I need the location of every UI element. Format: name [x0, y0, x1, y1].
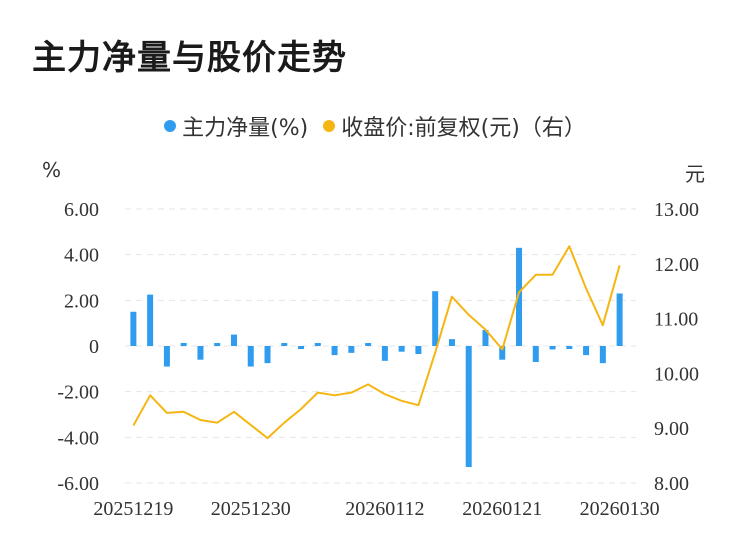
bar — [331, 346, 338, 356]
bar — [532, 346, 539, 362]
bar — [264, 346, 271, 364]
bar — [583, 346, 590, 356]
bar — [298, 346, 305, 349]
close-price-line — [132, 245, 621, 440]
legend: 主力净量(%) 收盘价:前复权(元)（右） — [0, 110, 750, 142]
legend-label-close-price: 收盘价:前复权(元)（右） — [341, 116, 586, 141]
bar — [432, 291, 439, 346]
y-right-tick-label: 11.00 — [654, 309, 698, 331]
bar — [616, 293, 623, 346]
x-tick-label: 20260130 — [580, 498, 660, 520]
bar — [130, 311, 137, 346]
bar — [482, 330, 489, 346]
y-right-tick-label: 9.00 — [654, 418, 689, 440]
bar — [314, 343, 321, 346]
legend-label-net-volume: 主力净量(%) — [182, 116, 309, 141]
y-left-tick-label: -4.00 — [57, 427, 99, 449]
legend-dot-net-volume-icon — [164, 120, 177, 132]
legend-dot-close-price-icon — [323, 120, 336, 132]
y-right-tick-label: 13.00 — [654, 199, 699, 221]
left-axis-unit: % — [42, 158, 62, 182]
bar — [599, 346, 606, 364]
bar — [348, 346, 355, 353]
y-left-tick-label: 2.00 — [64, 290, 99, 312]
bar — [230, 334, 237, 346]
bar — [197, 346, 204, 360]
x-tick-label: 20251219 — [93, 498, 173, 520]
bar — [465, 346, 472, 468]
legend-item-close-price[interactable]: 收盘价:前复权(元)（右） — [323, 110, 586, 142]
bar — [281, 343, 288, 346]
bar — [398, 346, 405, 352]
chart-title: 主力净量与股价走势 — [32, 38, 347, 78]
y-left-tick-label: 0 — [89, 336, 99, 358]
bar — [365, 343, 372, 346]
bar — [499, 346, 506, 360]
bar — [566, 346, 573, 349]
bar — [549, 346, 556, 350]
bar — [214, 343, 221, 346]
right-axis-unit: 元 — [685, 162, 705, 186]
bar — [147, 294, 154, 346]
bar — [180, 343, 187, 346]
x-tick-label: 20260112 — [345, 498, 424, 520]
bar — [247, 346, 254, 367]
y-left-tick-label: -2.00 — [57, 382, 99, 404]
bar — [448, 339, 455, 346]
x-tick-label: 20251230 — [211, 498, 291, 520]
y-right-tick-label: 10.00 — [654, 363, 699, 385]
bar — [381, 346, 388, 361]
x-tick-label: 20260121 — [462, 498, 542, 520]
bar — [163, 346, 170, 367]
y-left-tick-label: 4.00 — [64, 245, 99, 267]
y-left-tick-label: 6.00 — [64, 199, 99, 221]
y-left-tick-label: -6.00 — [57, 473, 99, 495]
legend-item-net-volume[interactable]: 主力净量(%) — [164, 110, 308, 142]
bar — [415, 346, 422, 354]
y-right-tick-label: 8.00 — [654, 473, 689, 495]
y-right-tick-label: 12.00 — [654, 254, 699, 276]
bar — [516, 247, 523, 346]
